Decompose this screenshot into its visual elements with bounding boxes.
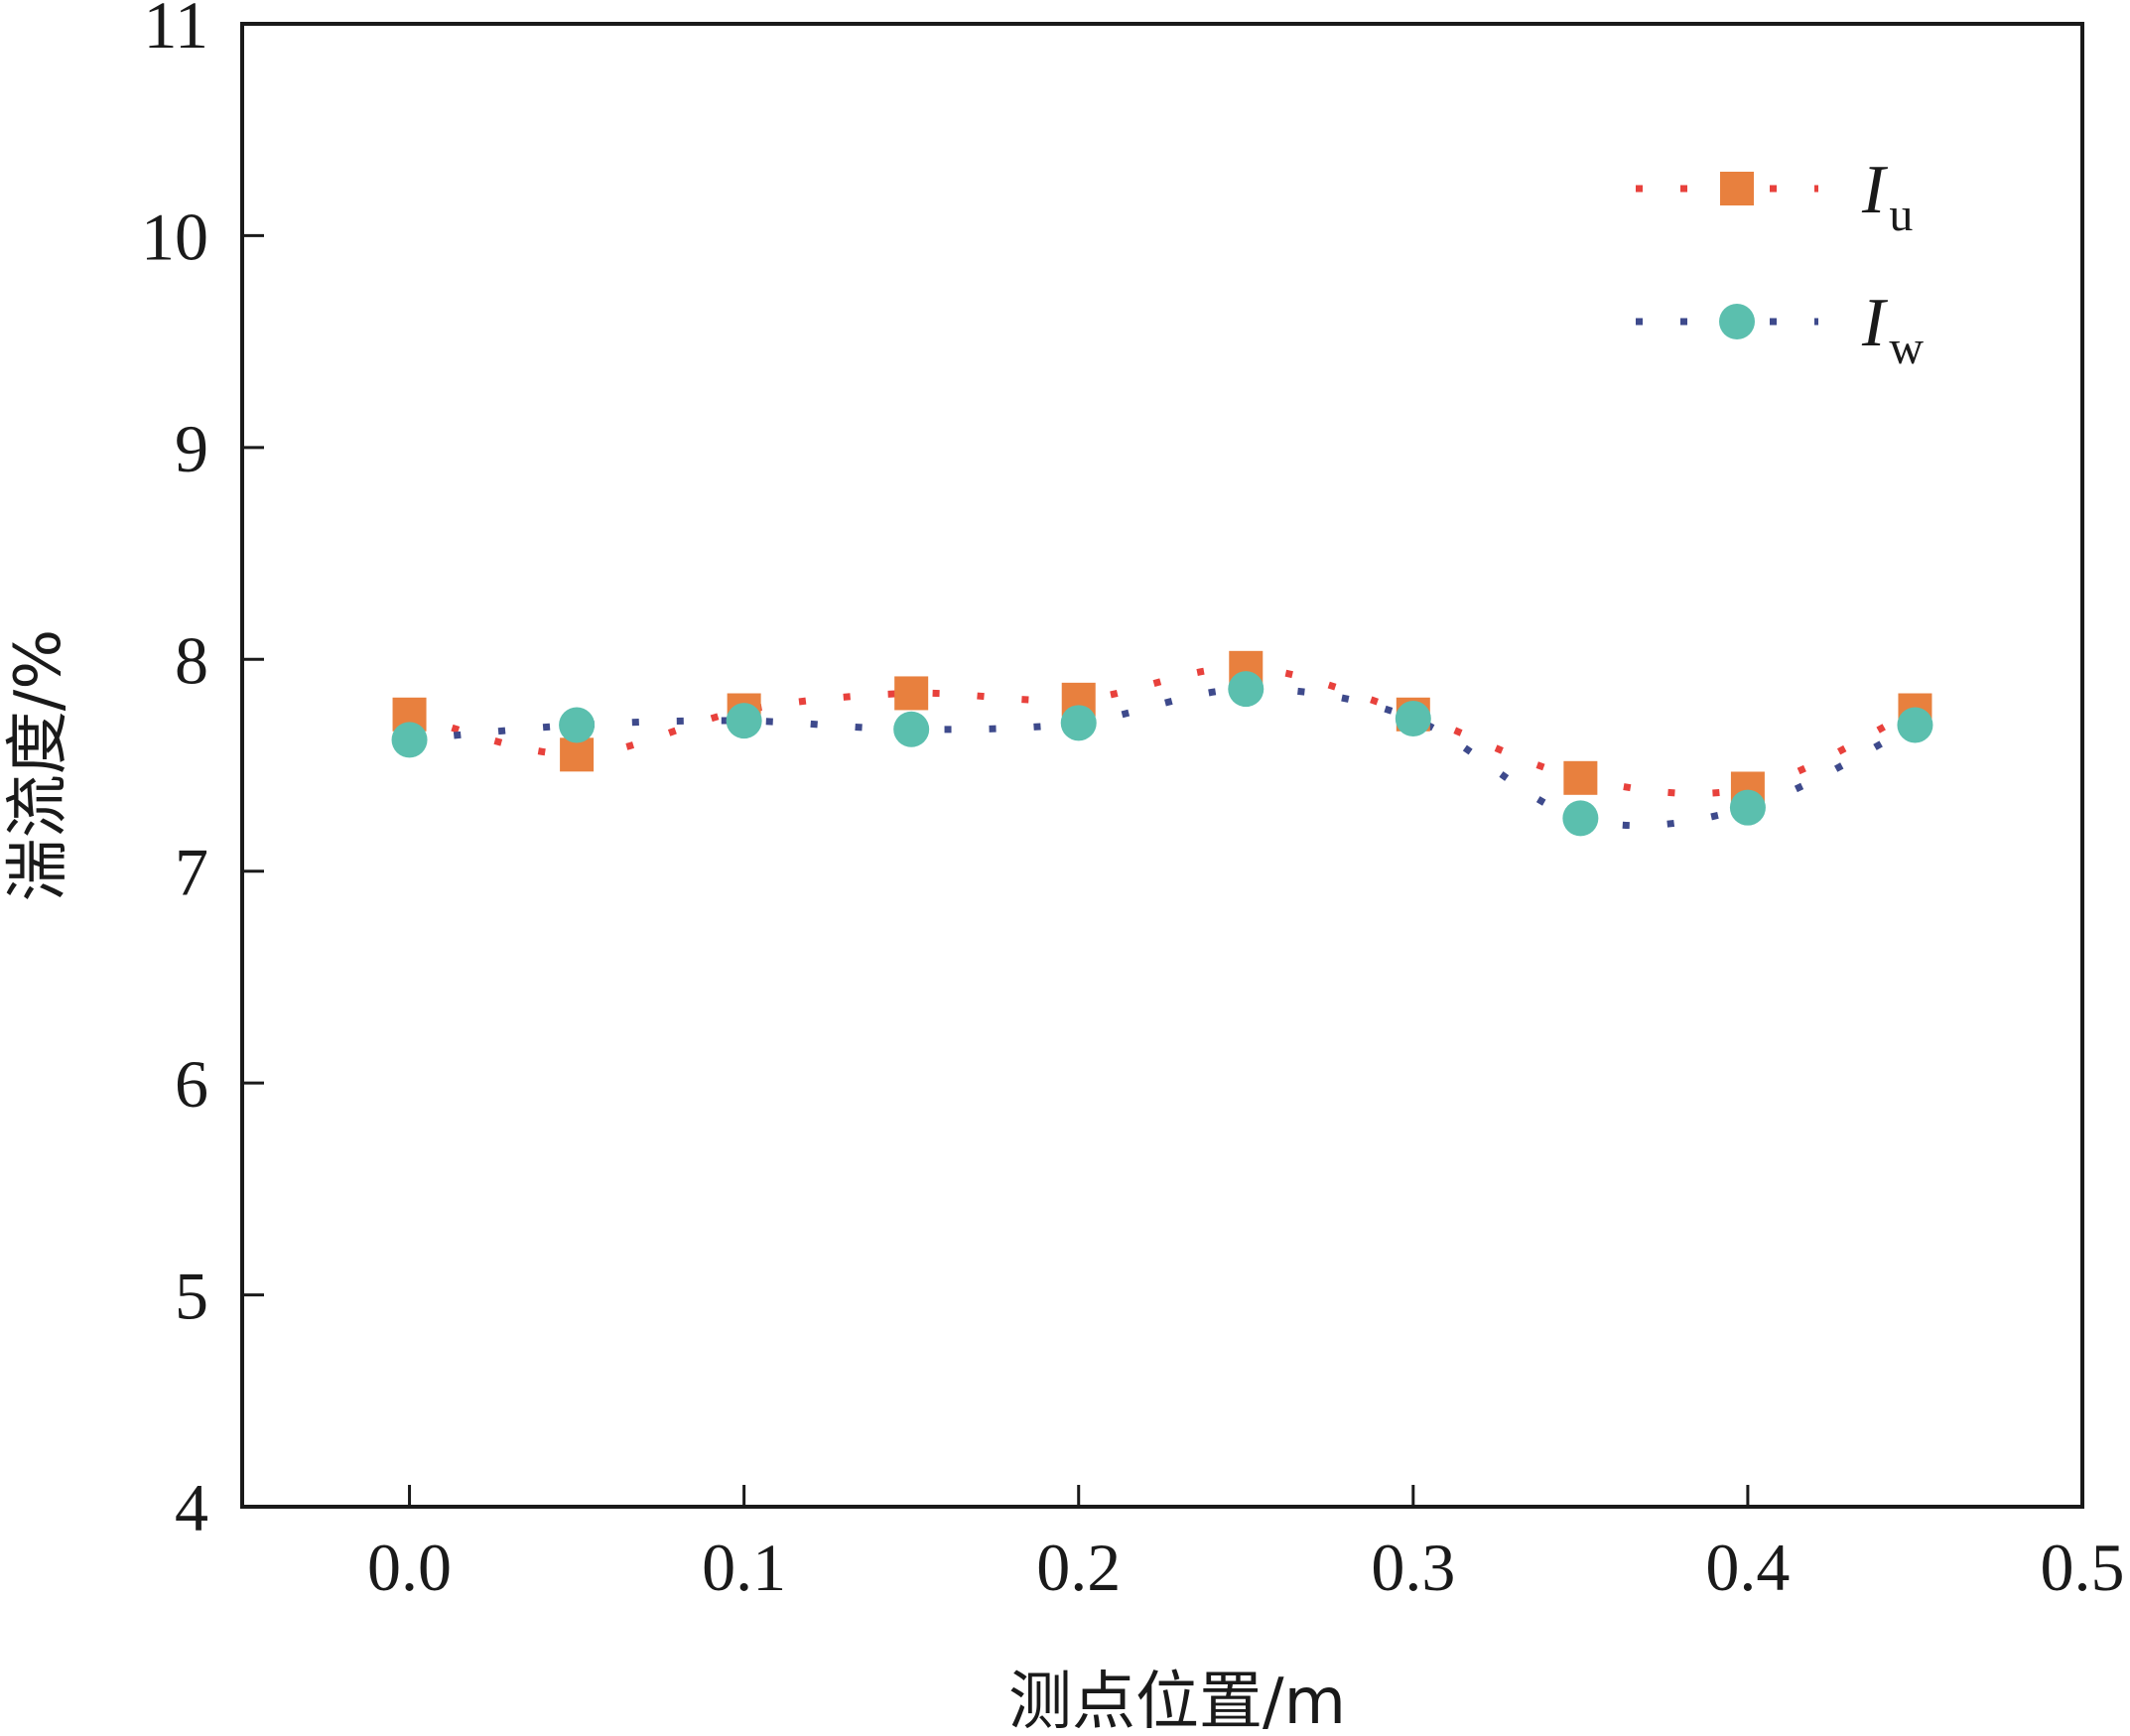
data-point-u xyxy=(1563,760,1598,795)
y-axis-title: 湍流度/% xyxy=(2,629,75,901)
x-tick-label: 0.3 xyxy=(1371,1530,1455,1605)
x-tick-label: 0.4 xyxy=(1705,1530,1790,1605)
x-tick-label: 0.0 xyxy=(367,1530,452,1605)
series-markers xyxy=(391,650,1933,837)
legend-marker-u xyxy=(1720,172,1754,205)
data-point-w xyxy=(1897,707,1933,743)
y-tick-label: 5 xyxy=(175,1259,208,1334)
x-axis: 0.0 0.1 0.2 0.3 0.4 0.5 xyxy=(367,1485,2125,1605)
series-lines xyxy=(408,664,1918,830)
y-tick-label: 6 xyxy=(175,1046,208,1122)
y-tick-label: 9 xyxy=(175,411,208,486)
data-point-u xyxy=(894,676,929,711)
data-point-w xyxy=(1562,800,1599,837)
data-point-w xyxy=(1729,789,1766,826)
data-point-w xyxy=(559,707,596,743)
series-line-w xyxy=(409,685,1918,830)
x-tick-label: 0.5 xyxy=(2041,1530,2125,1605)
data-point-w xyxy=(1395,701,1431,737)
y-tick-label: 4 xyxy=(175,1470,208,1545)
y-axis: 4 5 6 7 8 9 10 11 xyxy=(141,0,264,1545)
legend-label-u: Iu xyxy=(1861,152,1913,241)
x-tick-label: 0.1 xyxy=(702,1530,786,1605)
legend-label-w: Iw xyxy=(1861,285,1924,374)
y-tick-label: 7 xyxy=(175,835,208,910)
plot-frame xyxy=(240,22,2084,1509)
y-tick-label: 10 xyxy=(141,199,208,274)
data-point-w xyxy=(893,711,930,747)
y-tick-label: 11 xyxy=(144,0,208,63)
x-axis-title: 测点位置/m xyxy=(1008,1666,1346,1736)
data-point-w xyxy=(391,722,428,758)
data-point-u xyxy=(560,737,595,772)
series-line-u xyxy=(408,664,1917,798)
x-tick-label: 0.2 xyxy=(1036,1530,1121,1605)
data-point-w xyxy=(1228,671,1265,708)
legend: Iu Iw xyxy=(1636,152,1924,374)
y-tick-label: 8 xyxy=(175,622,208,698)
data-point-w xyxy=(1060,705,1097,741)
data-point-w xyxy=(726,703,762,739)
legend-marker-w xyxy=(1719,304,1755,339)
